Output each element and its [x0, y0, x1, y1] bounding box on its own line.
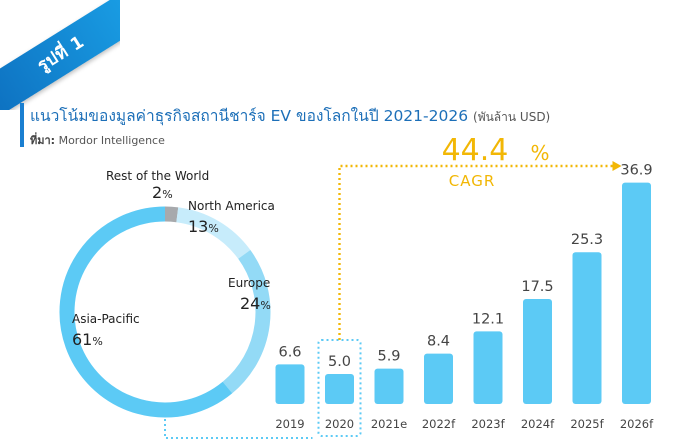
cagr-percent-sign: %: [530, 141, 549, 165]
donut-label-value: 13%: [188, 217, 219, 236]
donut-slice-rest-of-the-world: [164, 206, 179, 223]
bar-2024f: [523, 299, 552, 404]
x-tick-label: 2026f: [620, 417, 654, 431]
bar-2020: [325, 374, 354, 404]
bar-2026f: [622, 182, 651, 404]
source-line: ที่มา: Mordor Intelligence: [30, 131, 165, 149]
source-value: Mordor Intelligence: [58, 134, 165, 147]
bar-value-label: 8.4: [427, 334, 450, 350]
x-tick-label: 2020: [325, 417, 354, 431]
highlight-box-2020: [317, 339, 362, 437]
bar-value-label: 5.0: [328, 354, 351, 370]
x-tick-label: 2022f: [422, 417, 456, 431]
bar-value-label: 17.5: [521, 279, 553, 295]
donut-slice-europe: [222, 249, 271, 394]
donut-label-value: 61%: [72, 330, 103, 349]
donut-label-name: Europe: [228, 276, 270, 290]
bar-value-label: 6.6: [278, 344, 301, 360]
cagr-value: 44.4: [442, 133, 509, 168]
bar-2021e: [374, 368, 404, 404]
x-tick-label: 2023f: [471, 417, 505, 431]
x-tick-label: 2024f: [521, 417, 555, 431]
figure-badge: รูปที่ 1: [0, 0, 120, 110]
donut-slice-asia-pacific: [59, 206, 233, 418]
cagr-connector-arrow: [612, 161, 622, 171]
donut-slice-north-america: [176, 207, 251, 259]
x-tick-label: 2025f: [570, 417, 604, 431]
bar-2025f: [572, 252, 602, 404]
bar-value-label: 25.3: [571, 232, 603, 248]
title-accent-bar: [20, 103, 24, 147]
x-tick-label: 2019: [275, 417, 304, 431]
bar-value-label: 36.9: [620, 163, 652, 179]
bar-2019: [275, 364, 305, 404]
source-label: ที่มา:: [30, 134, 56, 147]
donut-label-name: Asia-Pacific: [72, 312, 140, 326]
chart-title-text: แนวโน้มของมูลค่าธุรกิจสถานีชาร์จ EV ของโ…: [30, 107, 469, 125]
donut-label-name: North America: [188, 199, 275, 213]
cagr-label: CAGR: [449, 172, 496, 190]
x-tick-label: 2021e: [371, 417, 407, 431]
chart-title-unit: (พันล้าน USD): [473, 110, 551, 124]
donut-connector-arrow: [159, 406, 171, 416]
bar-value-label: 12.1: [472, 311, 504, 327]
bar-2022f: [424, 353, 453, 404]
chart-title: แนวโน้มของมูลค่าธุรกิจสถานีชาร์จ EV ของโ…: [30, 103, 550, 128]
donut-label-name: Rest of the World: [106, 169, 209, 183]
donut-label-value: 24%: [240, 294, 271, 313]
bar-2023f: [473, 331, 503, 404]
bar-value-label: 5.9: [377, 349, 400, 365]
donut-label-value: 2%: [152, 183, 173, 202]
